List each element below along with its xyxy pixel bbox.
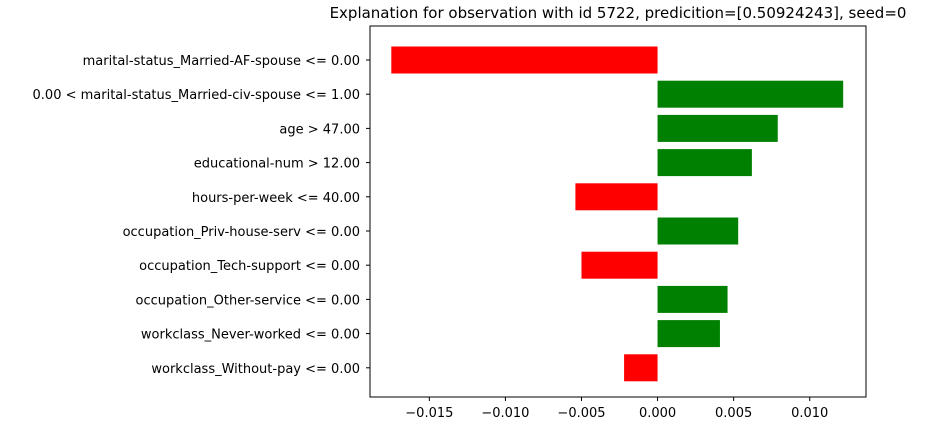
chart-title: Explanation for observation with id 5722… [330, 4, 907, 22]
bar-10 [624, 354, 658, 382]
y-tick-label: age > 47.00 [279, 122, 360, 137]
x-ticks: −0.015 −0.010 −0.005 0.000 0.005 0.010 [405, 397, 828, 421]
x-tick-label: −0.010 [481, 406, 529, 421]
y-tick-label: occupation_Tech-support <= 0.00 [139, 259, 360, 274]
bar-4 [657, 149, 752, 177]
x-tick-label: −0.015 [405, 406, 453, 421]
x-tick-label: 0.000 [639, 406, 676, 421]
bars [391, 46, 844, 382]
y-tick-label: educational-num > 12.00 [194, 157, 360, 172]
bar-1 [391, 46, 658, 74]
plot-frame [369, 25, 867, 398]
x-tick-label: −0.005 [557, 406, 605, 421]
bar-9 [657, 320, 720, 348]
bar-3 [657, 114, 778, 142]
x-tick-label: 0.005 [715, 406, 752, 421]
y-tick-labels: marital-status_Married-AF-spouse <= 0.00… [33, 54, 370, 377]
bar-5 [575, 183, 658, 211]
y-tick-label: occupation_Other-service <= 0.00 [136, 293, 360, 308]
bar-7 [581, 251, 658, 279]
y-tick-label: workclass_Without-pay <= 0.00 [151, 362, 360, 377]
y-tick-label: marital-status_Married-AF-spouse <= 0.00 [83, 54, 360, 69]
y-tick-label: workclass_Never-worked <= 0.00 [141, 328, 360, 343]
y-tick-label: 0.00 < marital-status_Married-civ-spouse… [33, 88, 360, 103]
bar-6 [657, 217, 739, 245]
y-tick-label: occupation_Priv-house-serv <= 0.00 [123, 225, 360, 240]
bar-2 [657, 80, 844, 108]
x-tick-label: 0.010 [791, 406, 828, 421]
bar-8 [657, 285, 728, 313]
y-tick-label: hours-per-week <= 40.00 [192, 191, 360, 206]
